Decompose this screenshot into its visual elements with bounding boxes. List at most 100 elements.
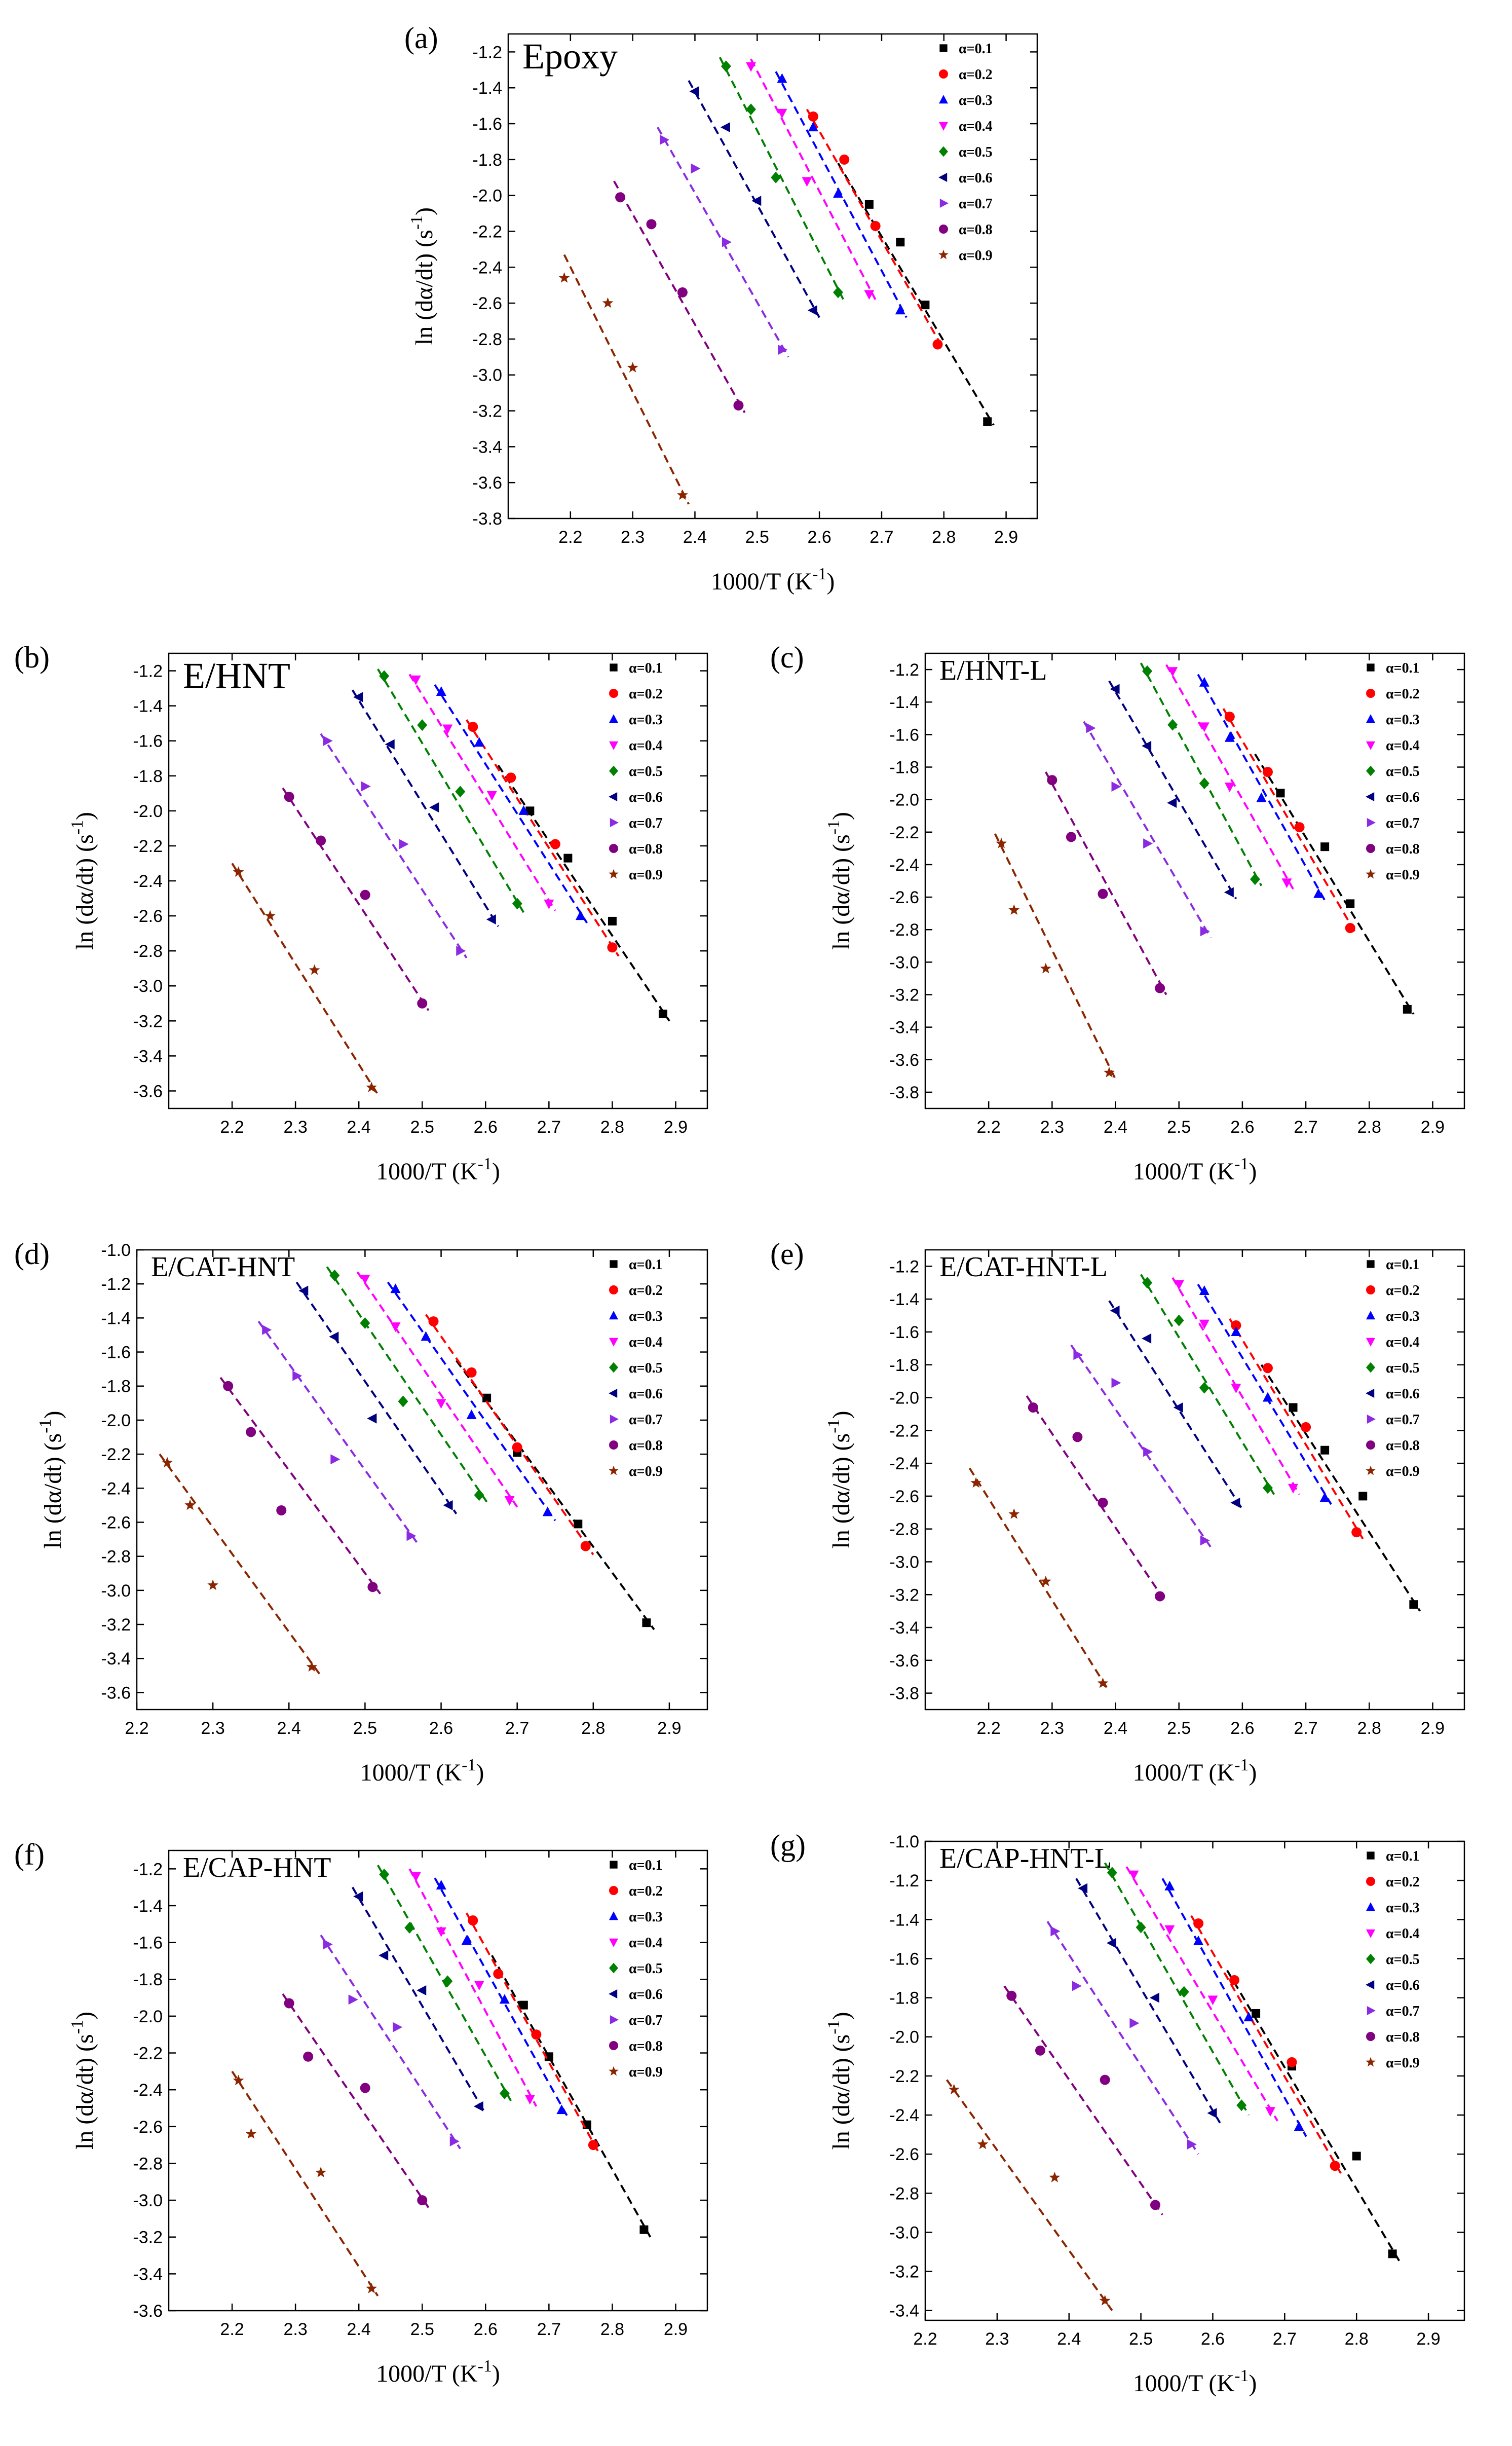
y-tick-label: -2.0 [133, 802, 163, 821]
y-tick-label: -3.6 [133, 1082, 163, 1101]
fit-line [351, 689, 500, 927]
y-tick-label: -2.2 [101, 1445, 131, 1464]
data-point [1111, 781, 1121, 792]
plot-frame [507, 33, 1038, 520]
fit-line [231, 2070, 379, 2297]
series-α=0.8 [282, 1993, 430, 2208]
y-tick-label: -2.4 [889, 2106, 919, 2125]
legend-label: α=0.8 [1386, 841, 1420, 857]
fit-line [563, 254, 690, 505]
legend-label: α=0.1 [629, 1858, 663, 1873]
data-point [1107, 1867, 1117, 1879]
y-tick-label: -2.4 [472, 258, 502, 277]
data-point [550, 839, 560, 849]
data-point [1265, 2107, 1275, 2117]
y-tick-label: -1.0 [889, 1832, 919, 1851]
data-point [864, 290, 875, 300]
legend-marker [939, 146, 948, 157]
y-tick-label: -2.2 [133, 2044, 163, 2063]
legend-marker [1366, 1440, 1375, 1450]
data-point [932, 339, 943, 350]
fit-line [295, 1281, 458, 1514]
legend-label: α=0.2 [629, 1883, 663, 1899]
legend-marker [610, 663, 618, 672]
data-point [558, 272, 570, 283]
y-tick-label: -3.0 [472, 366, 502, 385]
data-point [1155, 1591, 1165, 1602]
y-tick-label: -2.4 [889, 856, 919, 875]
fit-line [466, 719, 620, 957]
y-tick-label: -2.4 [101, 1479, 131, 1498]
y-tick-label: -3.2 [133, 1012, 163, 1031]
x-tick-label: 2.8 [1357, 1118, 1381, 1137]
legend-marker [1366, 1953, 1375, 1965]
data-point [353, 1891, 363, 1902]
series-α=0.7 [1046, 1921, 1199, 2155]
x-tick-label: 2.6 [1230, 1719, 1254, 1738]
data-point [246, 1427, 256, 1437]
plot-frame [168, 1849, 708, 2312]
legend-label: α=0.6 [629, 1386, 663, 1402]
data-point [1110, 1305, 1120, 1316]
data-point [751, 196, 762, 206]
data-point [1149, 1992, 1159, 2003]
data-point [421, 1331, 431, 1341]
data-point [292, 1370, 303, 1381]
fit-line [408, 1868, 538, 2107]
legend-label: α=0.8 [629, 1438, 663, 1454]
legend-label: α=0.5 [629, 1360, 663, 1376]
series-α=0.3 [775, 71, 908, 318]
data-point [1352, 2152, 1361, 2161]
y-tick-label: -3.4 [133, 2265, 163, 2284]
data-point [895, 305, 905, 315]
legend-label: α=0.6 [629, 1987, 663, 2003]
y-tick-label: -2.8 [889, 1520, 919, 1539]
legend-label: α=0.3 [959, 93, 993, 108]
legend-label: α=0.9 [1386, 2055, 1420, 2071]
x-tick-label: 2.3 [283, 2320, 307, 2339]
data-point [1150, 2200, 1160, 2210]
plot-frame [136, 1249, 708, 1711]
legend-marker [609, 1440, 618, 1450]
y-tick-label: -3.6 [101, 1683, 131, 1702]
fit-line [282, 787, 430, 1011]
legend-label: α=0.8 [629, 841, 663, 857]
y-tick-label: -1.0 [101, 1241, 131, 1260]
legend-marker [1366, 2057, 1376, 2067]
data-point [1073, 1350, 1083, 1360]
data-point [777, 108, 787, 119]
legend-marker [939, 95, 948, 104]
data-point [1110, 684, 1120, 694]
data-point [379, 1868, 390, 1880]
fit-line [387, 1281, 556, 1522]
y-tick-label: -3.0 [101, 1581, 131, 1601]
data-point [833, 286, 843, 299]
x-tick-label: 2.8 [600, 2320, 624, 2339]
data-point [1006, 1990, 1017, 2001]
legend-marker [1366, 1311, 1375, 1320]
legend-label: α=0.4 [1386, 1926, 1420, 1942]
x-tick-label: 2.3 [201, 1719, 225, 1738]
fit-line [219, 1377, 382, 1595]
x-tick-label: 2.7 [1294, 1118, 1317, 1137]
legend-label: α=0.2 [959, 67, 993, 83]
fit-line [1046, 1921, 1199, 2155]
legend-marker [610, 2015, 619, 2024]
data-point [1231, 1326, 1241, 1336]
series-α=0.3 [1161, 1878, 1307, 2137]
x-tick-label: 2.8 [1357, 1719, 1381, 1738]
y-tick-label: -3.4 [889, 1018, 919, 1037]
legend-marker [939, 225, 948, 234]
data-point [1142, 1277, 1153, 1289]
y-tick-label: -3.6 [133, 2302, 163, 2321]
panel-title: Epoxy [522, 36, 618, 77]
series-α=0.5 [1140, 662, 1263, 886]
y-tick-label: -1.6 [133, 1934, 163, 1953]
data-point [1142, 1333, 1152, 1344]
legend-marker [610, 818, 619, 827]
y-tick-label: -2.8 [101, 1547, 131, 1567]
y-tick-label: -2.6 [133, 2118, 163, 2137]
y-tick-label: -1.6 [101, 1343, 131, 1362]
data-point [436, 1399, 446, 1409]
legend-label: α=0.1 [1386, 1848, 1420, 1864]
